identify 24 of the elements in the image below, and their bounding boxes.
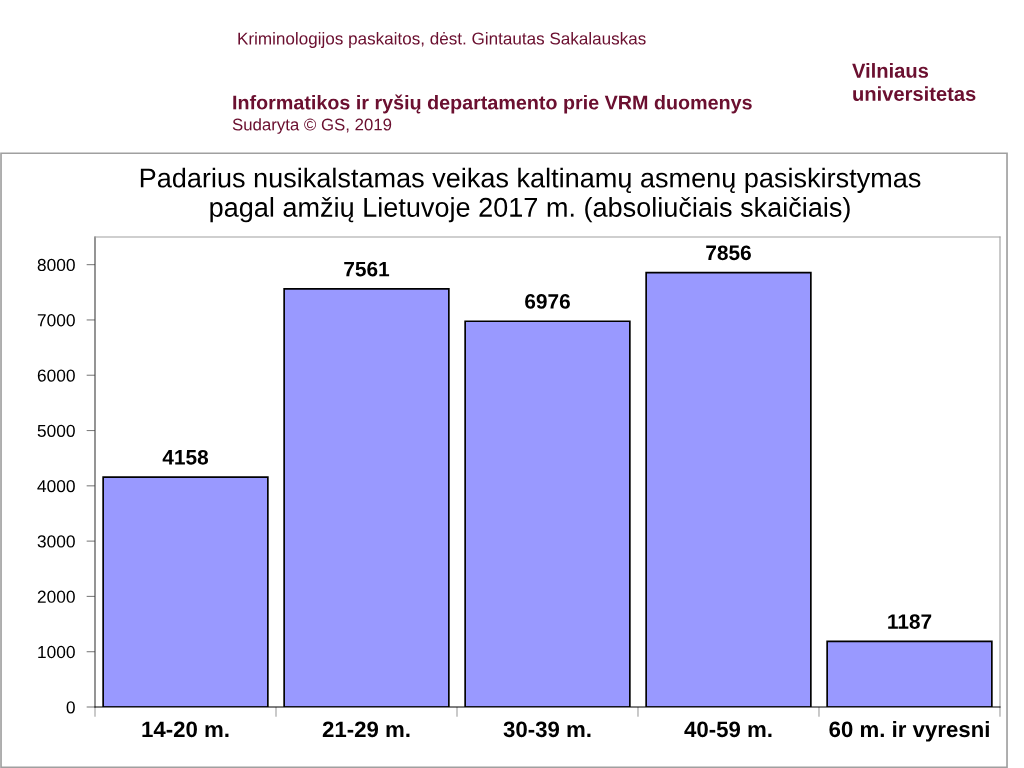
text: Kriminologijos paskaitos, dėst. Gintautas Sakalauskas: [238, 32, 646, 48]
y-tick-label: 3000: [37, 535, 75, 548]
x-tick-label: 14-20 m.: [142, 721, 229, 738]
data-label: 7561: [344, 261, 390, 277]
y-tick-label: 0: [66, 701, 75, 714]
chart-title: Padarius nusikalstamas veikas kaltinamų asmenų pasiskirstymas pagal amžių Lietuvoje 2017 m. (absoliučiais skaičiais): [140, 167, 921, 223]
data-label: 4158: [162, 449, 209, 465]
y-tick-label: 6000: [37, 369, 75, 382]
y-tick-label: 1000: [38, 645, 75, 659]
x-tick-label: 30-39 m.: [503, 721, 591, 738]
y-tick-label: 4000: [37, 479, 75, 493]
data-label: 6976: [525, 294, 570, 309]
data-label: 7856: [706, 245, 751, 261]
text: Informatikos ir ryšių departamento prie VRM duomenys: [233, 94, 752, 114]
y-tick-label: 7000: [37, 314, 75, 327]
text: Vilniaus universitetas: [852, 63, 976, 101]
text: Sudaryta © GS, 2019: [232, 118, 392, 134]
data-label: 1187: [888, 614, 932, 629]
y-tick-label: 8000: [37, 258, 75, 272]
y-tick-label: 5000: [37, 424, 75, 437]
x-tick-label: 40-59 m.: [684, 721, 772, 738]
x-tick-label: 21-29 m.: [322, 721, 410, 738]
y-tick-label: 2000: [37, 590, 75, 603]
x-tick-label: 60 m. ir vyresni: [829, 720, 989, 742]
